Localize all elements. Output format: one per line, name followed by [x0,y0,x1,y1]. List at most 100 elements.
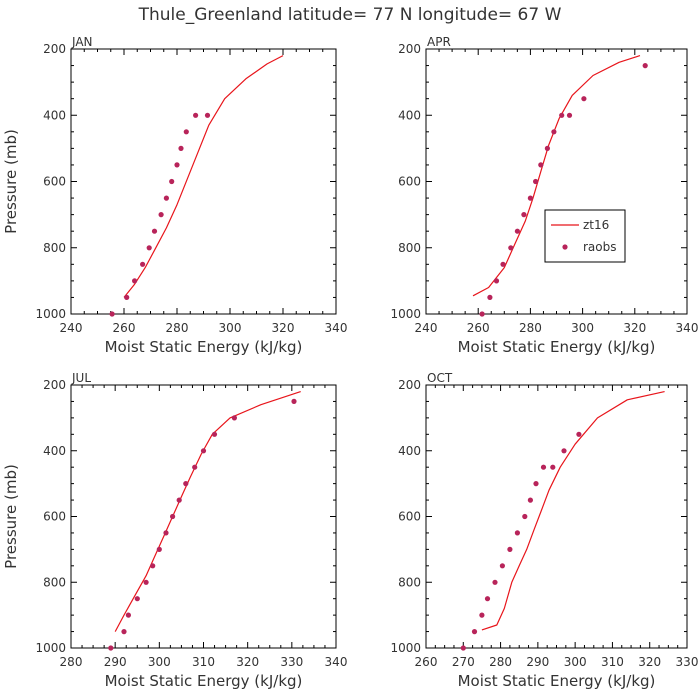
panel-jul-month-label: JUL [71,371,91,385]
panel-jan-series-zt16-line [123,55,284,298]
panel-jul-series-raobs-point [211,431,218,437]
panel-oct-x-tick-label: 320 [638,655,661,669]
panel-apr-y-tick-label: 800 [398,241,421,255]
panel-jan-x-tick-label: 280 [166,321,189,335]
panel-jul-series-raobs-point [134,596,140,602]
panel-apr-series-raobs-point [487,294,493,300]
panel-jul-series-raobs-point [121,629,127,635]
panel-oct-series-raobs-point [471,629,478,635]
panel-jan-y-tick-label: 1000 [35,307,66,321]
panel-jan-series-raobs-point [109,311,115,317]
panel-apr-y-tick-label: 1000 [390,307,421,321]
panel-jan-y-tick-label: 800 [43,241,66,255]
panel-apr-x-axis-label: Moist Static Energy (kJ/kg) [458,338,656,356]
panel-oct-series-raobs-point [479,612,485,618]
panel-apr-series-raobs-point [566,112,573,118]
panel-apr-x-tick-label: 300 [571,321,594,335]
panel-oct-y-tick-label: 800 [398,575,421,589]
panel-apr-x-tick-label: 280 [519,321,542,335]
panel-apr-series-raobs-point [479,311,485,317]
panel-jan-series-raobs-point [146,245,152,251]
panel-jul-frame [70,384,337,649]
panel-oct-y-tick-label: 600 [398,510,421,524]
panel-jan-series-raobs-point [169,178,175,185]
panel-oct-x-tick-label: 270 [452,655,475,669]
panel-jul-x-tick-label: 330 [280,655,303,669]
panel-oct-x-tick-label: 290 [526,655,549,669]
panel-jul-series-raobs-point [176,497,182,503]
panel-jul-x-axis-label: Moist Static Energy (kJ/kg) [105,672,303,690]
panel-oct-series-raobs-point [507,546,513,553]
panel-jan-series-raobs-point [193,112,199,118]
panel-jan-x-tick-label: 260 [113,321,136,335]
panel-oct-x-tick-label: 310 [601,655,624,669]
panel-oct-series-raobs-point [484,596,491,602]
panel-jan-x-tick-label: 300 [219,321,242,335]
panel-jan-month-label: JAN [71,35,93,49]
panel-jul-x-tick-label: 310 [192,655,215,669]
panel-jan-x-axis-label: Moist Static Energy (kJ/kg) [105,338,303,356]
panel-oct-series-raobs-point [492,579,498,585]
panel-jan-y-tick-label: 400 [43,108,66,122]
panel-oct-x-tick-label: 280 [489,655,512,669]
panel-oct-frame [425,384,688,649]
panel-apr-y-tick-label: 400 [398,108,421,122]
panel-jan-x-tick-label: 320 [272,321,295,335]
panel-oct-month-label: OCT [427,371,453,385]
panel-jul-series-raobs-point [192,464,198,470]
panel-apr-x-tick-label: 320 [623,321,646,335]
panel-apr-series-zt16-line [472,55,641,297]
panel-jul-x-tick-label: 290 [104,655,127,669]
legend-obs-label: raobs [583,240,617,254]
panel-jul-series-raobs-point [108,645,114,651]
panel-jul-x-tick-label: 280 [60,655,83,669]
panel-jan-series-raobs-point [204,112,211,118]
panel-oct-series-raobs-point [514,530,521,536]
panel-jan-series-raobs-point [140,261,146,267]
panel-oct-series-raobs-point [576,431,582,437]
panel-oct-series-zt16-line [481,391,665,631]
panel-oct-series-raobs-point [533,481,539,487]
panel-jan-series-raobs-point [132,278,138,284]
panel-apr-series-raobs-point [533,178,539,185]
panel-oct-y-tick-label: 200 [398,378,421,392]
panel-jan-series-raobs-point [151,228,158,234]
panel-apr-y-tick-label: 600 [398,175,421,189]
panel-apr-series-raobs-point [581,96,587,102]
panel-jan-x-tick-label: 340 [325,321,348,335]
panel-jul-series-zt16-line [114,391,301,632]
panel-apr-y-tick-label: 200 [398,42,421,56]
panel-jul-series-raobs-point [163,530,169,536]
panel-apr-x-tick-label: 260 [467,321,490,335]
panel-jul-y-tick-label: 1000 [35,641,66,655]
panel-jul-series-raobs-point [125,612,131,618]
panel-apr-series-raobs-point [508,245,514,251]
legend-obs-swatch [562,244,568,250]
figure-title: Thule_Greenland latitude= 77 N longitude… [138,5,562,25]
panel-jul-x-tick-label: 300 [148,655,171,669]
panel-oct-series-raobs-point [540,464,547,470]
panel-oct-x-tick-label: 330 [676,655,699,669]
panel-jul-y-tick-label: 800 [43,575,66,589]
panel-oct-x-tick-label: 260 [415,655,438,669]
legend-model-label: zt16 [583,218,609,232]
panel-oct-y-tick-label: 1000 [390,641,421,655]
panel-jul-series-raobs-point [150,563,156,569]
panel-apr-series-raobs-point [551,129,557,135]
panel-jul-series-raobs-point [183,481,189,487]
panel-apr-series-raobs-point [527,195,534,201]
panel-jan-x-tick-label: 240 [60,321,83,335]
panel-apr-series-raobs-point [493,278,500,284]
panel-apr-month-label: APR [427,35,451,49]
panel-apr-series-raobs-point [500,261,506,267]
panel-apr-series-raobs-point [642,63,648,69]
panel-apr-frame [425,48,688,315]
panel-jul-series-raobs-point [200,448,207,454]
panel-oct-series-raobs-point [460,645,466,651]
panel-jan-y-tick-label: 200 [43,42,66,56]
panel-jul-series-raobs-point [231,415,237,421]
panel-jan-series-raobs-point [183,129,189,135]
panel-jul-series-raobs-point [156,546,162,553]
panel-jan-series-raobs-point [124,294,130,300]
panel-apr-series-raobs-point [538,162,544,168]
